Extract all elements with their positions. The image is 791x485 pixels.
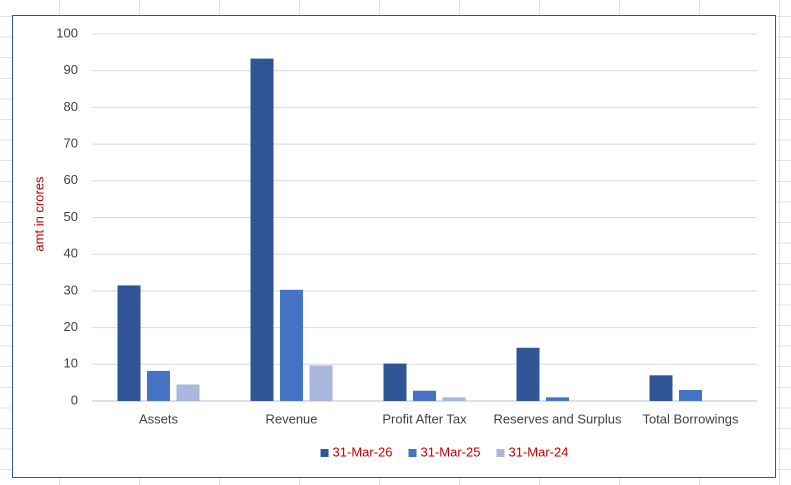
y-axis-label: amt in crores <box>31 176 46 252</box>
bar <box>679 389 702 401</box>
y-tick-label: 0 <box>71 392 78 407</box>
y-tick-label: 30 <box>64 282 78 297</box>
bar <box>250 58 274 402</box>
x-tick-label: Total Borrowings <box>642 411 739 426</box>
bar <box>546 397 569 401</box>
y-tick-label: 80 <box>64 99 78 114</box>
y-tick-label: 50 <box>64 209 78 224</box>
y-tick-label: 10 <box>64 356 78 371</box>
bar <box>516 347 540 401</box>
x-tick-label: Reserves and Surplus <box>494 411 622 426</box>
legend-swatch <box>496 449 505 457</box>
bar <box>117 285 141 401</box>
legend-label: 31-Mar-26 <box>333 444 393 459</box>
bar <box>309 365 333 401</box>
bar <box>176 384 200 401</box>
y-tick-label: 20 <box>64 319 78 334</box>
bar <box>383 363 407 401</box>
bar <box>649 375 673 401</box>
y-tick-label: 60 <box>64 172 78 187</box>
x-tick-label: Assets <box>139 411 179 426</box>
y-tick-label: 70 <box>64 136 78 151</box>
chart-area <box>12 15 776 478</box>
x-tick-label: Revenue <box>265 411 317 426</box>
bar <box>413 390 436 401</box>
legend-swatch <box>408 449 417 457</box>
bar <box>280 289 303 401</box>
legend-swatch <box>320 449 329 457</box>
bar <box>442 397 466 401</box>
legend-label: 31-Mar-25 <box>421 444 481 459</box>
legend-label: 31-Mar-24 <box>508 444 568 459</box>
y-tick-label: 100 <box>56 25 78 40</box>
x-tick-label: Profit After Tax <box>382 411 467 426</box>
y-tick-label: 40 <box>64 246 78 261</box>
y-tick-label: 90 <box>64 62 78 77</box>
bar <box>147 370 170 401</box>
